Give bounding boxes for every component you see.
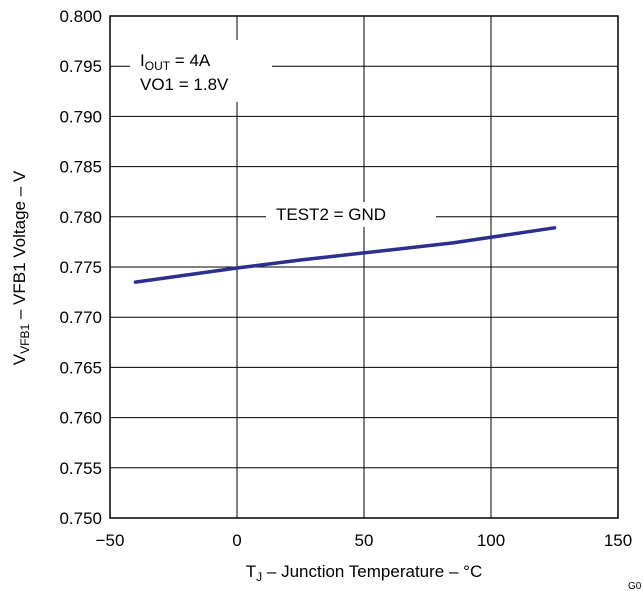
- y-tick-label: 0.750: [59, 509, 102, 528]
- series-label-bg: [266, 202, 436, 227]
- x-tick-labels: −50 0 50 100 150: [96, 531, 633, 550]
- y-axis-title: VVFB1 – VFB1 Voltage – V: [10, 170, 32, 365]
- series-line-0: [133, 226, 557, 284]
- y-tick-label: 0.765: [59, 358, 102, 377]
- x-tick-label: 50: [355, 531, 374, 550]
- y-tick-labels: 0.750 0.755 0.760 0.765 0.770 0.775 0.780 0.785…: [59, 7, 102, 528]
- corner-label: G0: [628, 581, 642, 591]
- x-tick-label: 0: [232, 531, 241, 550]
- x-tick-label: 150: [604, 531, 632, 550]
- condition-line-1: IOUT = 4A: [140, 51, 211, 73]
- conditions-box: [130, 40, 272, 102]
- y-tick-label: 0.775: [59, 258, 102, 277]
- y-tick-label: 0.780: [59, 208, 102, 227]
- y-tick-label: 0.760: [59, 409, 102, 428]
- x-tick-label: 100: [477, 531, 505, 550]
- x-tick-label: −50: [96, 531, 125, 550]
- y-tick-label: 0.755: [59, 459, 102, 478]
- condition-line-2: VO1 = 1.8V: [140, 75, 229, 94]
- series-layer: [133, 226, 557, 284]
- y-tick-label: 0.770: [59, 308, 102, 327]
- y-tick-label: 0.790: [59, 107, 102, 126]
- y-tick-label: 0.800: [59, 7, 102, 26]
- y-tick-label: 0.795: [59, 57, 102, 76]
- y-tick-label: 0.785: [59, 158, 102, 177]
- x-axis-title: TJ – Junction Temperature – °C: [246, 562, 482, 584]
- series-label: TEST2 = GND: [276, 205, 386, 224]
- plot-frame: [109, 15, 619, 519]
